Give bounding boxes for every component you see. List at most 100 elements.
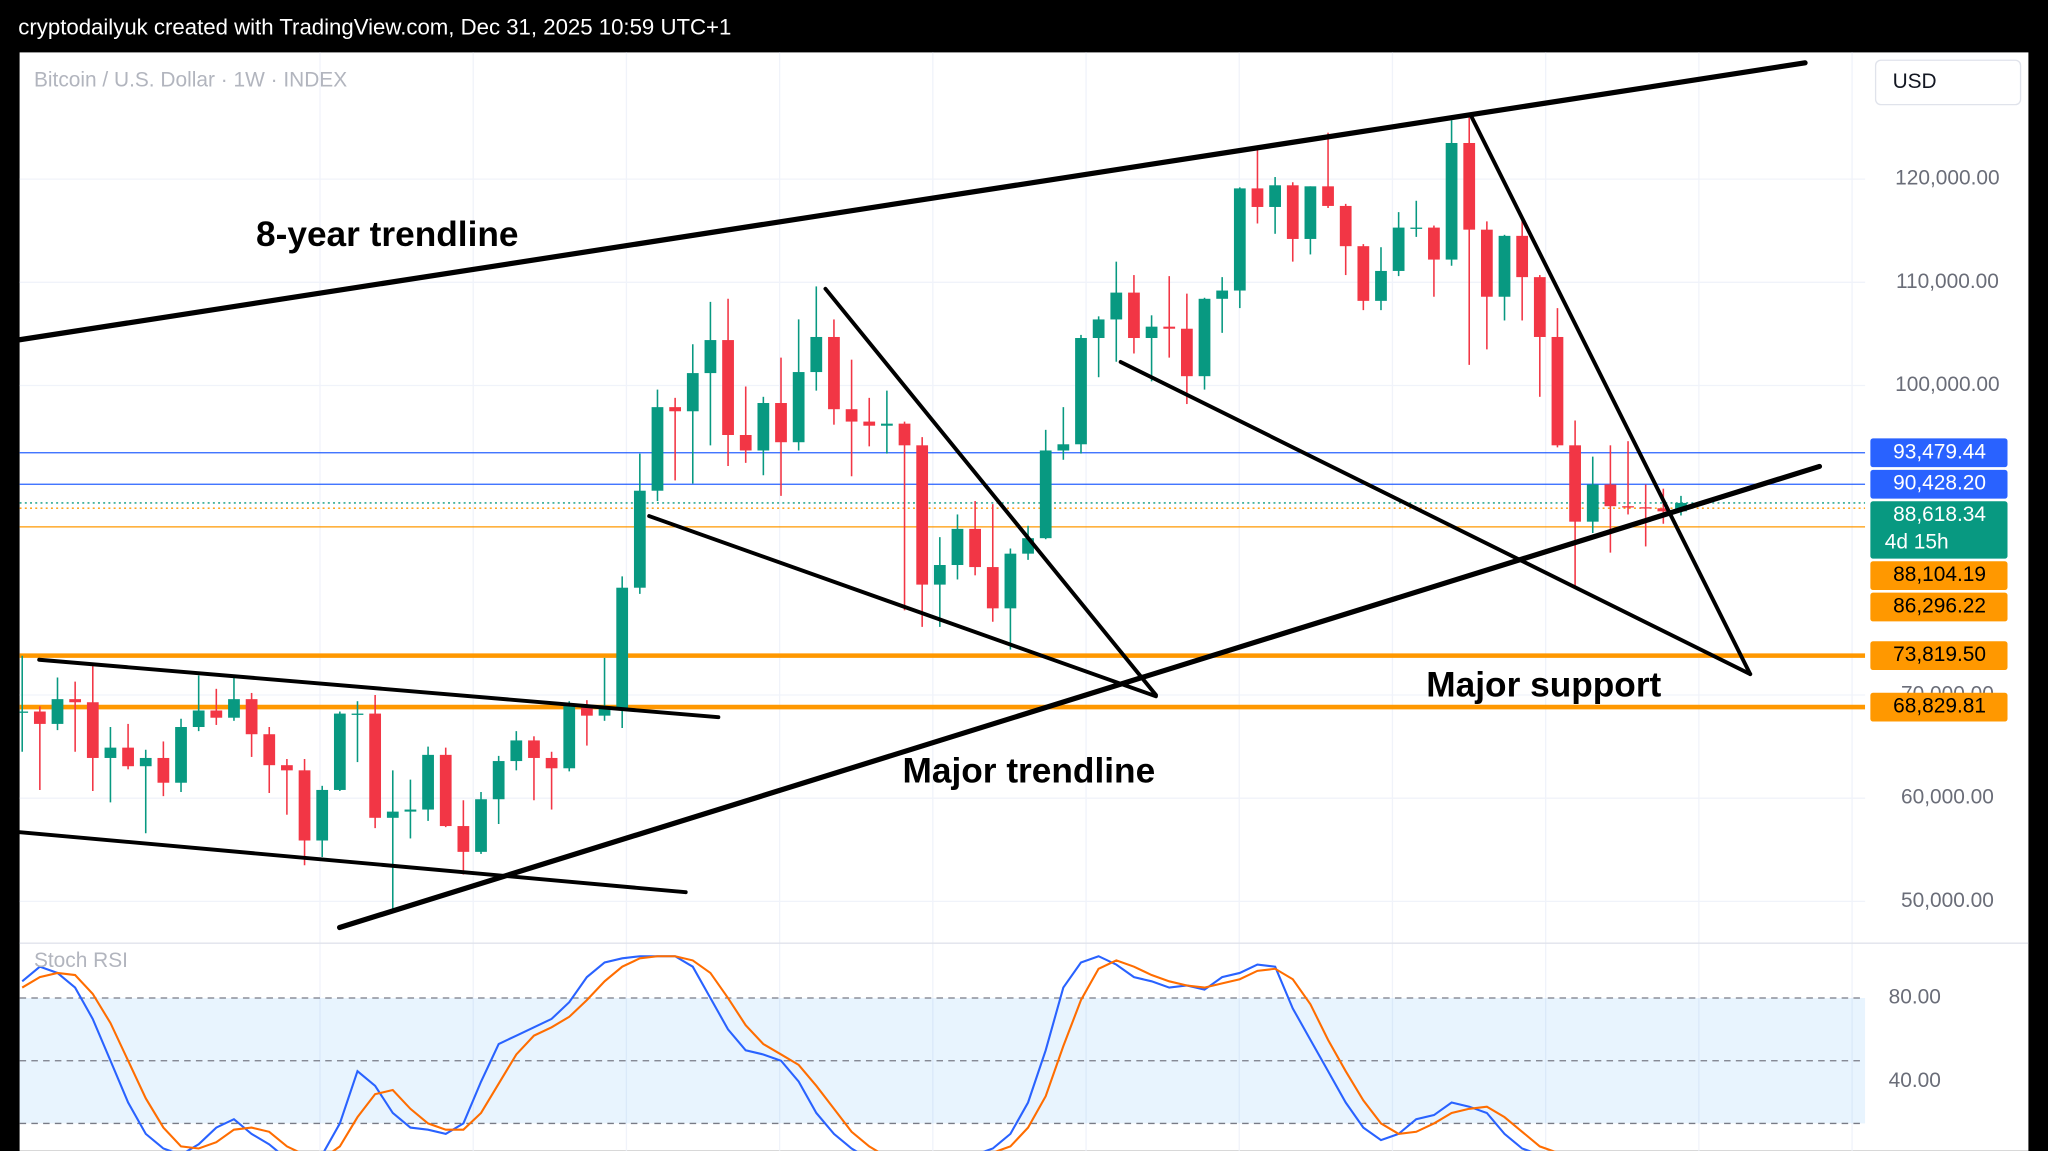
candle-body xyxy=(1639,507,1652,509)
candle-body xyxy=(545,757,558,769)
candle-body xyxy=(686,373,699,412)
candle-body xyxy=(722,340,734,435)
y-tick-label: 110,000.00 xyxy=(1896,270,1999,293)
indicator-title: Stoch RSI xyxy=(34,949,128,972)
candle-body xyxy=(104,747,117,758)
stoch-line xyxy=(21,955,1556,1151)
candles xyxy=(19,115,1687,911)
candle-body xyxy=(457,826,470,852)
candle-body xyxy=(792,372,805,443)
candle-body xyxy=(1233,188,1246,291)
candle-body xyxy=(1075,338,1087,445)
candle-body xyxy=(210,710,223,718)
candle-body xyxy=(1057,444,1070,451)
candle-body xyxy=(86,702,99,758)
candle-body xyxy=(386,811,399,818)
candle-body xyxy=(651,407,664,491)
candle-body xyxy=(1604,484,1617,507)
annotation: 8-year trendline xyxy=(256,215,519,254)
countdown-label: 4d 15h xyxy=(1885,531,1949,554)
candle-body xyxy=(316,789,329,841)
candle-body xyxy=(1128,292,1140,339)
price-label-box xyxy=(1870,501,2008,559)
price-label-box xyxy=(1870,641,2008,670)
candle-body xyxy=(933,565,946,585)
candle-body xyxy=(951,528,964,566)
trendline xyxy=(823,286,1158,697)
candle-body xyxy=(192,710,205,728)
candle-body xyxy=(1286,185,1299,239)
price-label: 88,104.19 xyxy=(1893,563,1986,586)
candle-body xyxy=(1163,326,1176,329)
candle-body xyxy=(139,757,152,767)
candle-body xyxy=(563,705,576,769)
candle-body xyxy=(333,713,346,790)
candle-body xyxy=(1322,186,1334,206)
price-label-box xyxy=(1870,561,2008,591)
candle-body xyxy=(1180,328,1193,377)
candle-body xyxy=(757,403,770,451)
candle-body xyxy=(510,740,523,762)
stoch-pane xyxy=(19,955,1866,1151)
candle-body xyxy=(1445,142,1458,260)
price-label: 88,618.34 xyxy=(1893,503,1986,526)
candle-body xyxy=(739,434,752,451)
price-label: 73,819.50 xyxy=(1893,643,1986,666)
candle-body xyxy=(1375,270,1387,301)
candle-body xyxy=(1022,538,1034,554)
candle-body xyxy=(1110,292,1123,320)
candle-body xyxy=(19,711,29,713)
annotation: Major support xyxy=(1426,665,1661,704)
candle-body xyxy=(69,699,82,703)
price-label: 90,428.20 xyxy=(1893,472,1986,495)
trendline xyxy=(336,463,1823,931)
candle-body xyxy=(1269,185,1281,207)
price-label: 93,479.44 xyxy=(1893,440,1986,463)
currency-box[interactable] xyxy=(1874,59,2022,106)
stoch-tick-label: 80.00 xyxy=(1889,986,1941,1009)
candle-body xyxy=(1304,186,1317,239)
candle-body xyxy=(828,336,840,410)
candle-body xyxy=(1392,227,1405,271)
candle-body xyxy=(1533,277,1546,337)
candle-body xyxy=(1657,508,1670,512)
candle-body xyxy=(1480,229,1493,297)
candle-body xyxy=(1198,298,1211,377)
candle-body xyxy=(616,587,629,709)
candle-body xyxy=(1357,246,1370,301)
candle-body xyxy=(1428,227,1440,260)
candle-body xyxy=(492,761,505,800)
candle-body xyxy=(1516,235,1529,278)
candle-body xyxy=(633,490,646,588)
symbol-title: Bitcoin / U.S. Dollar · 1W · INDEX xyxy=(34,69,347,92)
candle-body xyxy=(122,747,134,767)
candle-body xyxy=(986,567,999,609)
candle-body xyxy=(33,711,46,724)
candle-body xyxy=(439,754,452,827)
price-label-box xyxy=(1870,469,2008,499)
candle-body xyxy=(1569,445,1581,522)
candle-body xyxy=(51,699,64,724)
candle-body xyxy=(863,421,876,426)
candle-body xyxy=(1251,188,1264,207)
currency[interactable]: USD xyxy=(1893,70,1937,93)
candle-body xyxy=(704,340,717,374)
candle-body xyxy=(581,705,593,716)
trendline xyxy=(37,657,721,720)
stoch-line xyxy=(21,955,1532,1151)
candle-body xyxy=(845,409,858,422)
candle-body xyxy=(1145,326,1158,339)
candle-body xyxy=(916,445,929,585)
candle-body xyxy=(281,765,293,771)
y-tick-label: 60,000.00 xyxy=(1901,786,1994,809)
candle-body xyxy=(898,423,911,446)
candle-body xyxy=(1039,450,1052,539)
trendline xyxy=(1470,115,1753,677)
price-axis: 50,000.0060,000.0070,000.00100,000.00110… xyxy=(1870,167,2008,1092)
trendline xyxy=(647,514,1158,699)
candle-body xyxy=(404,809,417,812)
candle-body xyxy=(1092,319,1105,339)
chart-panel xyxy=(19,52,2029,1151)
candle-body xyxy=(1410,227,1423,229)
